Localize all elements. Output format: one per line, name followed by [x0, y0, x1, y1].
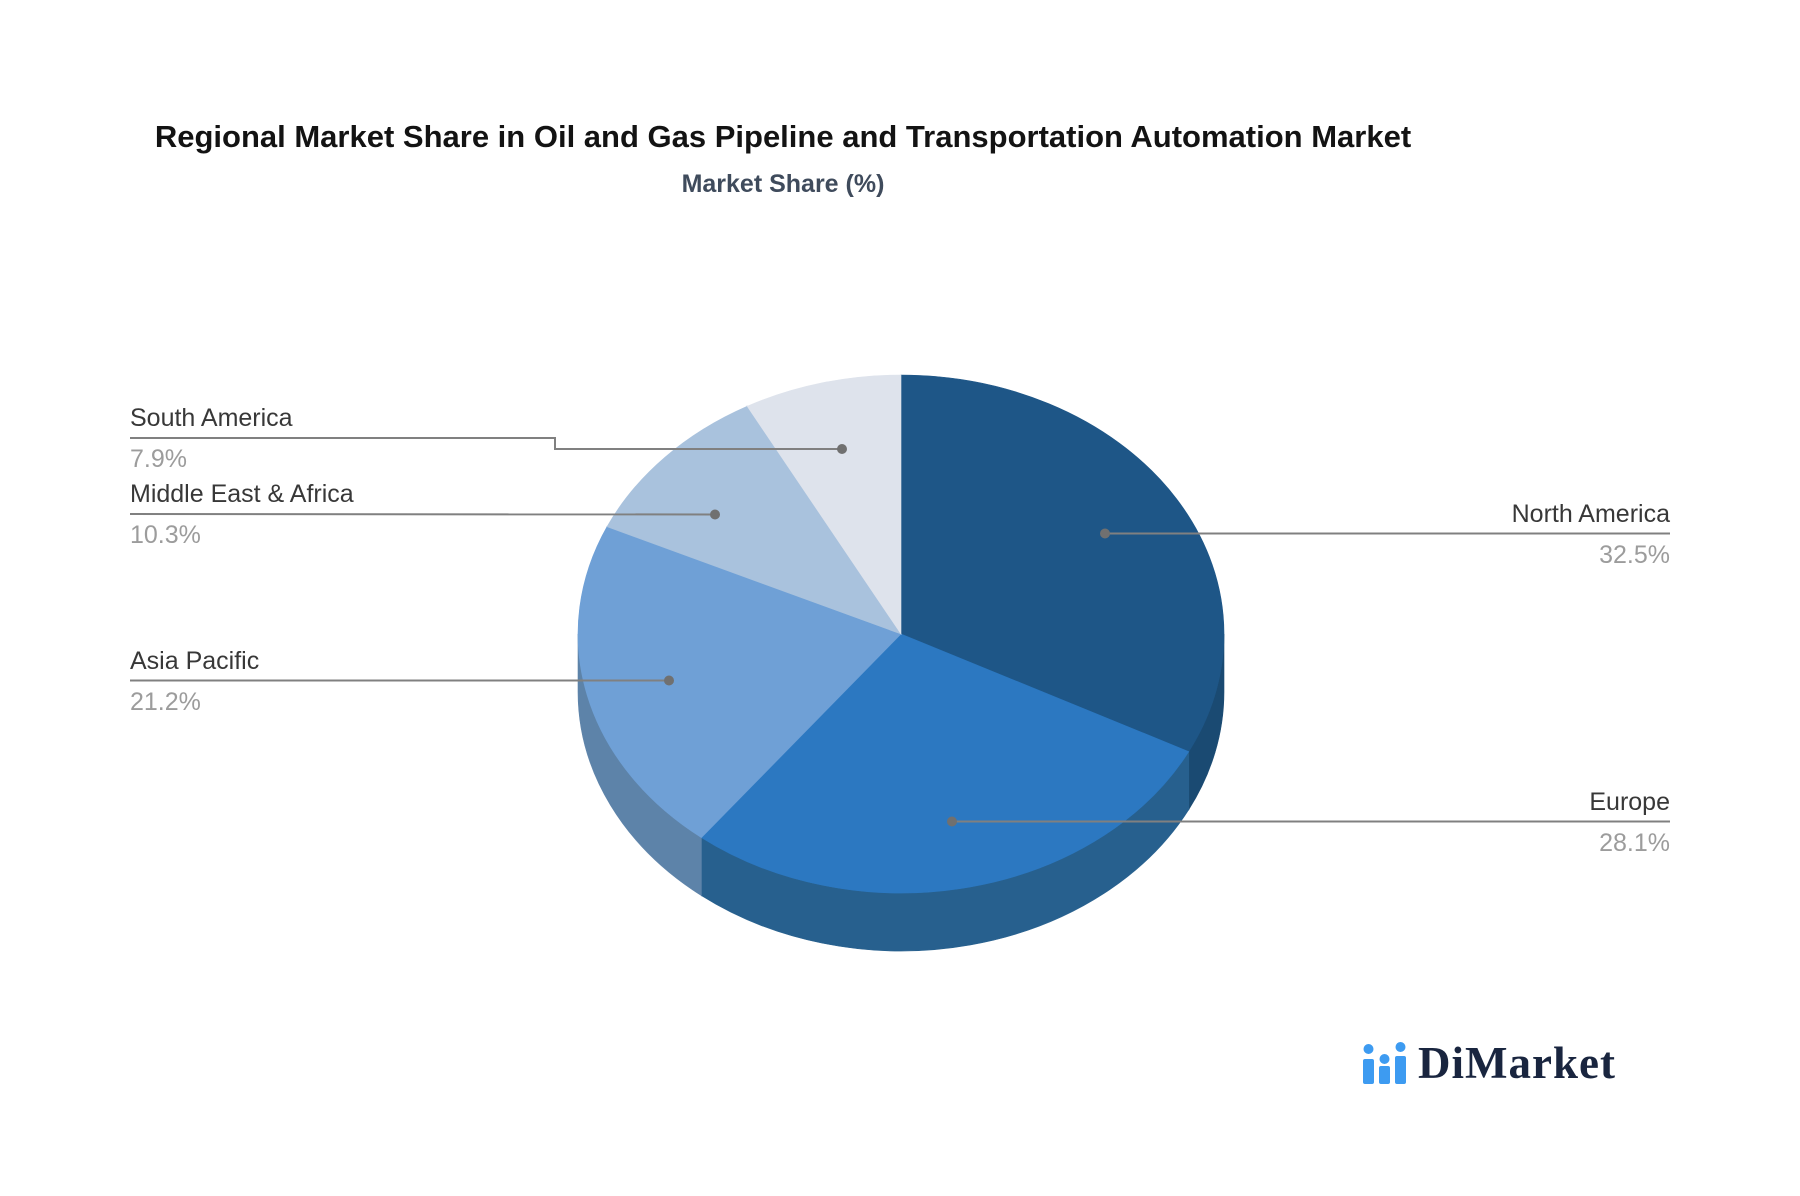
slice-percent-asia-pacific: 21.2%	[130, 687, 201, 716]
pie-slice-middle-east-africa[interactable]	[606, 405, 902, 635]
bar-chart-with-dots-icon	[1363, 1042, 1406, 1084]
pie-slice-asia-pacific[interactable]	[577, 526, 902, 839]
slice-label-europe: Europe	[1589, 787, 1670, 816]
leader-line-middle-east-africa	[129, 513, 716, 516]
dimarket-logo-text: DiMarket	[1418, 1038, 1616, 1088]
leader-dot-asia-pacific	[664, 675, 674, 686]
leader-dot-north-america	[1100, 528, 1110, 539]
chart-subtitle: Market Share (%)	[681, 170, 885, 198]
slice-label-asia-pacific: Asia Pacific	[130, 646, 260, 675]
leader-line-south-america	[130, 437, 842, 450]
slice-percent-north-america: 32.5%	[1599, 540, 1670, 569]
slice-percent-europe: 28.1%	[1599, 828, 1670, 857]
slice-label-south-america: South America	[130, 404, 293, 432]
leader-dot-middle-east-africa	[710, 509, 720, 520]
leader-dot-europe	[947, 816, 957, 827]
slice-label-middle-east-africa: Middle East & Africa	[130, 480, 354, 508]
leader-dot-south-america	[837, 444, 847, 454]
dimarket-logo: DiMarket	[1360, 1038, 1616, 1094]
chart-title: Regional Market Share in Oil and Gas Pip…	[154, 119, 1412, 154]
pie-slice-europe[interactable]	[700, 633, 1190, 894]
slice-label-north-america: North America	[1511, 499, 1670, 528]
pie-slice-north-america[interactable]	[900, 374, 1225, 752]
pie-slice-south-america[interactable]	[746, 374, 902, 635]
slice-percent-middle-east-africa: 10.3%	[130, 521, 201, 549]
slice-percent-south-america: 7.9%	[130, 445, 187, 473]
